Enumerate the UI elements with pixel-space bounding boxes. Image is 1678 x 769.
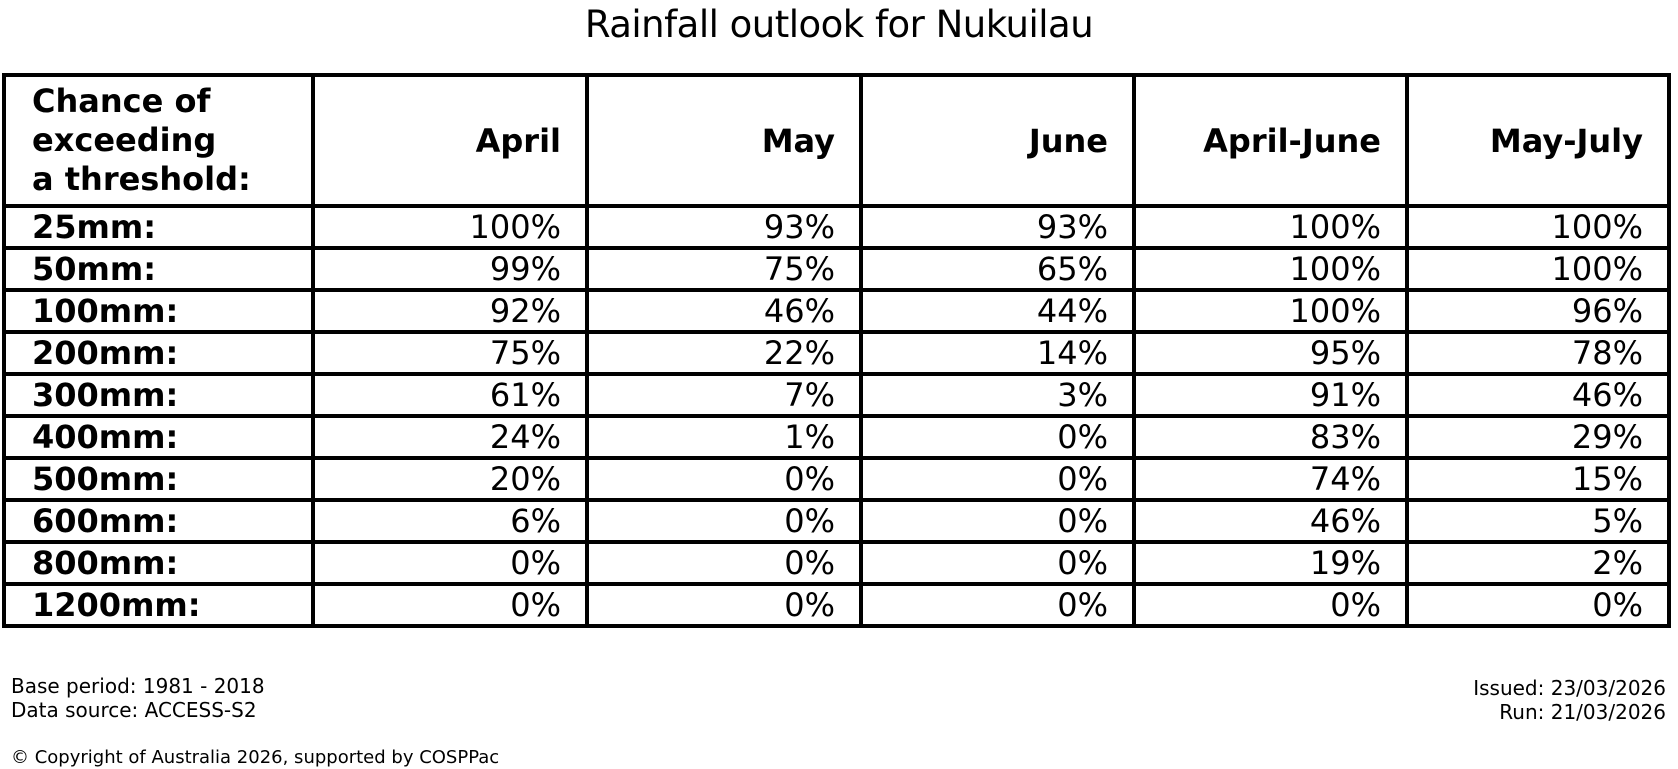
table-row-100mm: 100mm: 92% 46% 44% 100% 96% xyxy=(2,288,1671,334)
cell-value: 46% xyxy=(585,288,863,334)
cell-value: 100% xyxy=(1132,246,1409,292)
cell-value: 93% xyxy=(859,204,1136,250)
cell-value: 99% xyxy=(311,246,589,292)
row-label: 25mm: xyxy=(2,204,315,250)
cell-value: 15% xyxy=(1405,456,1671,502)
cell-value: 61% xyxy=(311,372,589,418)
cell-value: 1% xyxy=(585,414,863,460)
column-header-april: April xyxy=(311,73,589,208)
cell-value: 46% xyxy=(1405,372,1671,418)
table-row-800mm: 800mm: 0% 0% 0% 19% 2% xyxy=(2,540,1671,586)
row-label: 600mm: xyxy=(2,498,315,544)
cell-value: 75% xyxy=(311,330,589,376)
cell-value: 100% xyxy=(1132,204,1409,250)
cell-value: 6% xyxy=(311,498,589,544)
cell-value: 96% xyxy=(1405,288,1671,334)
column-header-may-july: May-July xyxy=(1405,73,1671,208)
cell-value: 93% xyxy=(585,204,863,250)
row-label: 50mm: xyxy=(2,246,315,292)
cell-value: 0% xyxy=(1132,582,1409,628)
cell-value: 14% xyxy=(859,330,1136,376)
cell-value: 0% xyxy=(311,540,589,586)
cell-value: 0% xyxy=(859,540,1136,586)
cell-value: 78% xyxy=(1405,330,1671,376)
cell-value: 19% xyxy=(1132,540,1409,586)
row-label: 800mm: xyxy=(2,540,315,586)
table-row-600mm: 600mm: 6% 0% 0% 46% 5% xyxy=(2,498,1671,544)
cell-value: 29% xyxy=(1405,414,1671,460)
cell-value: 0% xyxy=(585,540,863,586)
row-label: 400mm: xyxy=(2,414,315,460)
cell-value: 22% xyxy=(585,330,863,376)
cell-value: 75% xyxy=(585,246,863,292)
cell-value: 2% xyxy=(1405,540,1671,586)
cell-value: 44% xyxy=(859,288,1136,334)
cell-value: 5% xyxy=(1405,498,1671,544)
cell-value: 95% xyxy=(1132,330,1409,376)
base-period-text: Base period: 1981 - 2018 xyxy=(11,674,265,698)
cell-value: 3% xyxy=(859,372,1136,418)
row-label: 300mm: xyxy=(2,372,315,418)
table-row-300mm: 300mm: 61% 7% 3% 91% 46% xyxy=(2,372,1671,418)
cell-value: 20% xyxy=(311,456,589,502)
cell-value: 0% xyxy=(311,582,589,628)
page-title: Rainfall outlook for Nukuilau xyxy=(584,3,1094,46)
run-date-text: Run: 21/03/2026 xyxy=(1499,700,1666,724)
copyright-text: © Copyright of Australia 2026, supported… xyxy=(11,747,500,768)
row-label: 100mm: xyxy=(2,288,315,334)
row-label: 1200mm: xyxy=(2,582,315,628)
cell-value: 0% xyxy=(585,456,863,502)
table-row-500mm: 500mm: 20% 0% 0% 74% 15% xyxy=(2,456,1671,502)
cell-value: 46% xyxy=(1132,498,1409,544)
table-row-400mm: 400mm: 24% 1% 0% 83% 29% xyxy=(2,414,1671,460)
cell-value: 100% xyxy=(1132,288,1409,334)
footer-left-block: Base period: 1981 - 2018 Data source: AC… xyxy=(11,674,265,722)
footer-right-block: Issued: 23/03/2026 Run: 21/03/2026 xyxy=(1473,676,1666,724)
column-header-june: June xyxy=(859,73,1136,208)
cell-value: 0% xyxy=(859,414,1136,460)
table-row-25mm: 25mm: 100% 93% 93% 100% 100% xyxy=(2,204,1671,250)
cell-value: 74% xyxy=(1132,456,1409,502)
rainfall-outlook-table: Chance of exceeding a threshold: April M… xyxy=(2,73,1671,628)
cell-value: 92% xyxy=(311,288,589,334)
cell-value: 100% xyxy=(1405,246,1671,292)
cell-value: 24% xyxy=(311,414,589,460)
cell-value: 0% xyxy=(585,582,863,628)
table-row-200mm: 200mm: 75% 22% 14% 95% 78% xyxy=(2,330,1671,376)
cell-value: 83% xyxy=(1132,414,1409,460)
cell-value: 0% xyxy=(859,456,1136,502)
cell-value: 0% xyxy=(585,498,863,544)
cell-value: 100% xyxy=(1405,204,1671,250)
cell-value: 91% xyxy=(1132,372,1409,418)
table-row-1200mm: 1200mm: 0% 0% 0% 0% 0% xyxy=(2,582,1671,628)
table-row-50mm: 50mm: 99% 75% 65% 100% 100% xyxy=(2,246,1671,292)
header-row: Chance of exceeding a threshold: April M… xyxy=(2,73,1671,208)
cell-value: 100% xyxy=(311,204,589,250)
row-label: 500mm: xyxy=(2,456,315,502)
cell-value: 65% xyxy=(859,246,1136,292)
issued-date-text: Issued: 23/03/2026 xyxy=(1473,676,1666,700)
cell-value: 0% xyxy=(859,498,1136,544)
cell-value: 0% xyxy=(859,582,1136,628)
cell-value: 0% xyxy=(1405,582,1671,628)
column-header-may: May xyxy=(585,73,863,208)
data-source-text: Data source: ACCESS-S2 xyxy=(11,698,257,722)
row-label: 200mm: xyxy=(2,330,315,376)
column-header-april-june: April-June xyxy=(1132,73,1409,208)
cell-value: 7% xyxy=(585,372,863,418)
corner-header: Chance of exceeding a threshold: xyxy=(2,73,315,208)
